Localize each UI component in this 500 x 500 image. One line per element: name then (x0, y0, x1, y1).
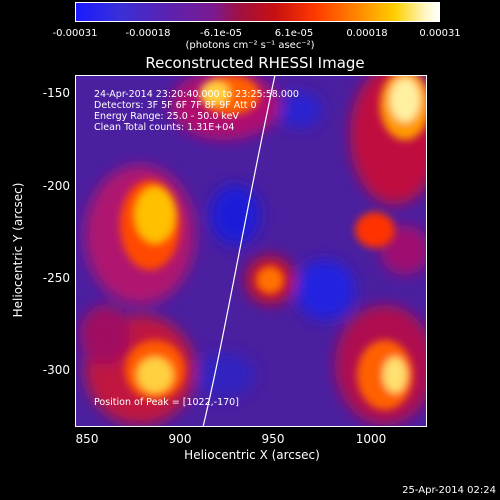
clean-counts: Clean Total counts: 1.31E+04 (94, 122, 235, 133)
colorbar-tick: -0.00031 (52, 28, 98, 39)
y-tick: -200 (42, 179, 70, 193)
colorbar-tick: -0.00018 (125, 28, 171, 39)
colorbar-tick: 0.00031 (419, 28, 461, 39)
colorbar-tick: 6.1e-05 (274, 28, 314, 39)
y-tick: -300 (42, 363, 70, 377)
x-tick: 950 (261, 432, 285, 446)
y-tick: -250 (42, 271, 70, 285)
time-range: 24-Apr-2014 23:20:40.000 to 23:25:58.000 (94, 89, 299, 100)
y-axis-label: Heliocentric Y (arcsec) (11, 182, 25, 318)
colorbar (75, 2, 440, 22)
colorbar-tick: -6.1e-05 (200, 28, 242, 39)
energy-range: Energy Range: 25.0 - 50.0 keV (94, 111, 239, 122)
image-title: Reconstructed RHESSI Image (145, 54, 365, 72)
x-tick: 900 (168, 432, 192, 446)
y-tick: -150 (42, 86, 70, 100)
x-axis-label: Heliocentric X (arcsec) (184, 448, 320, 462)
detectors-info: Detectors: 3F 5F 6F 7F 8F 9F Att 0 (94, 100, 257, 111)
timestamp: 25-Apr-2014 02:24 (402, 485, 496, 496)
x-tick: 850 (75, 432, 99, 446)
rhessi-image (75, 75, 427, 427)
x-tick: 1000 (355, 432, 387, 446)
peak-position: Position of Peak = [1022,-170] (94, 397, 239, 408)
solar-limb (202, 75, 276, 427)
colorbar-units: (photons cm⁻² s⁻¹ asec⁻²) (185, 40, 315, 51)
colorbar-tick: 0.00018 (346, 28, 388, 39)
